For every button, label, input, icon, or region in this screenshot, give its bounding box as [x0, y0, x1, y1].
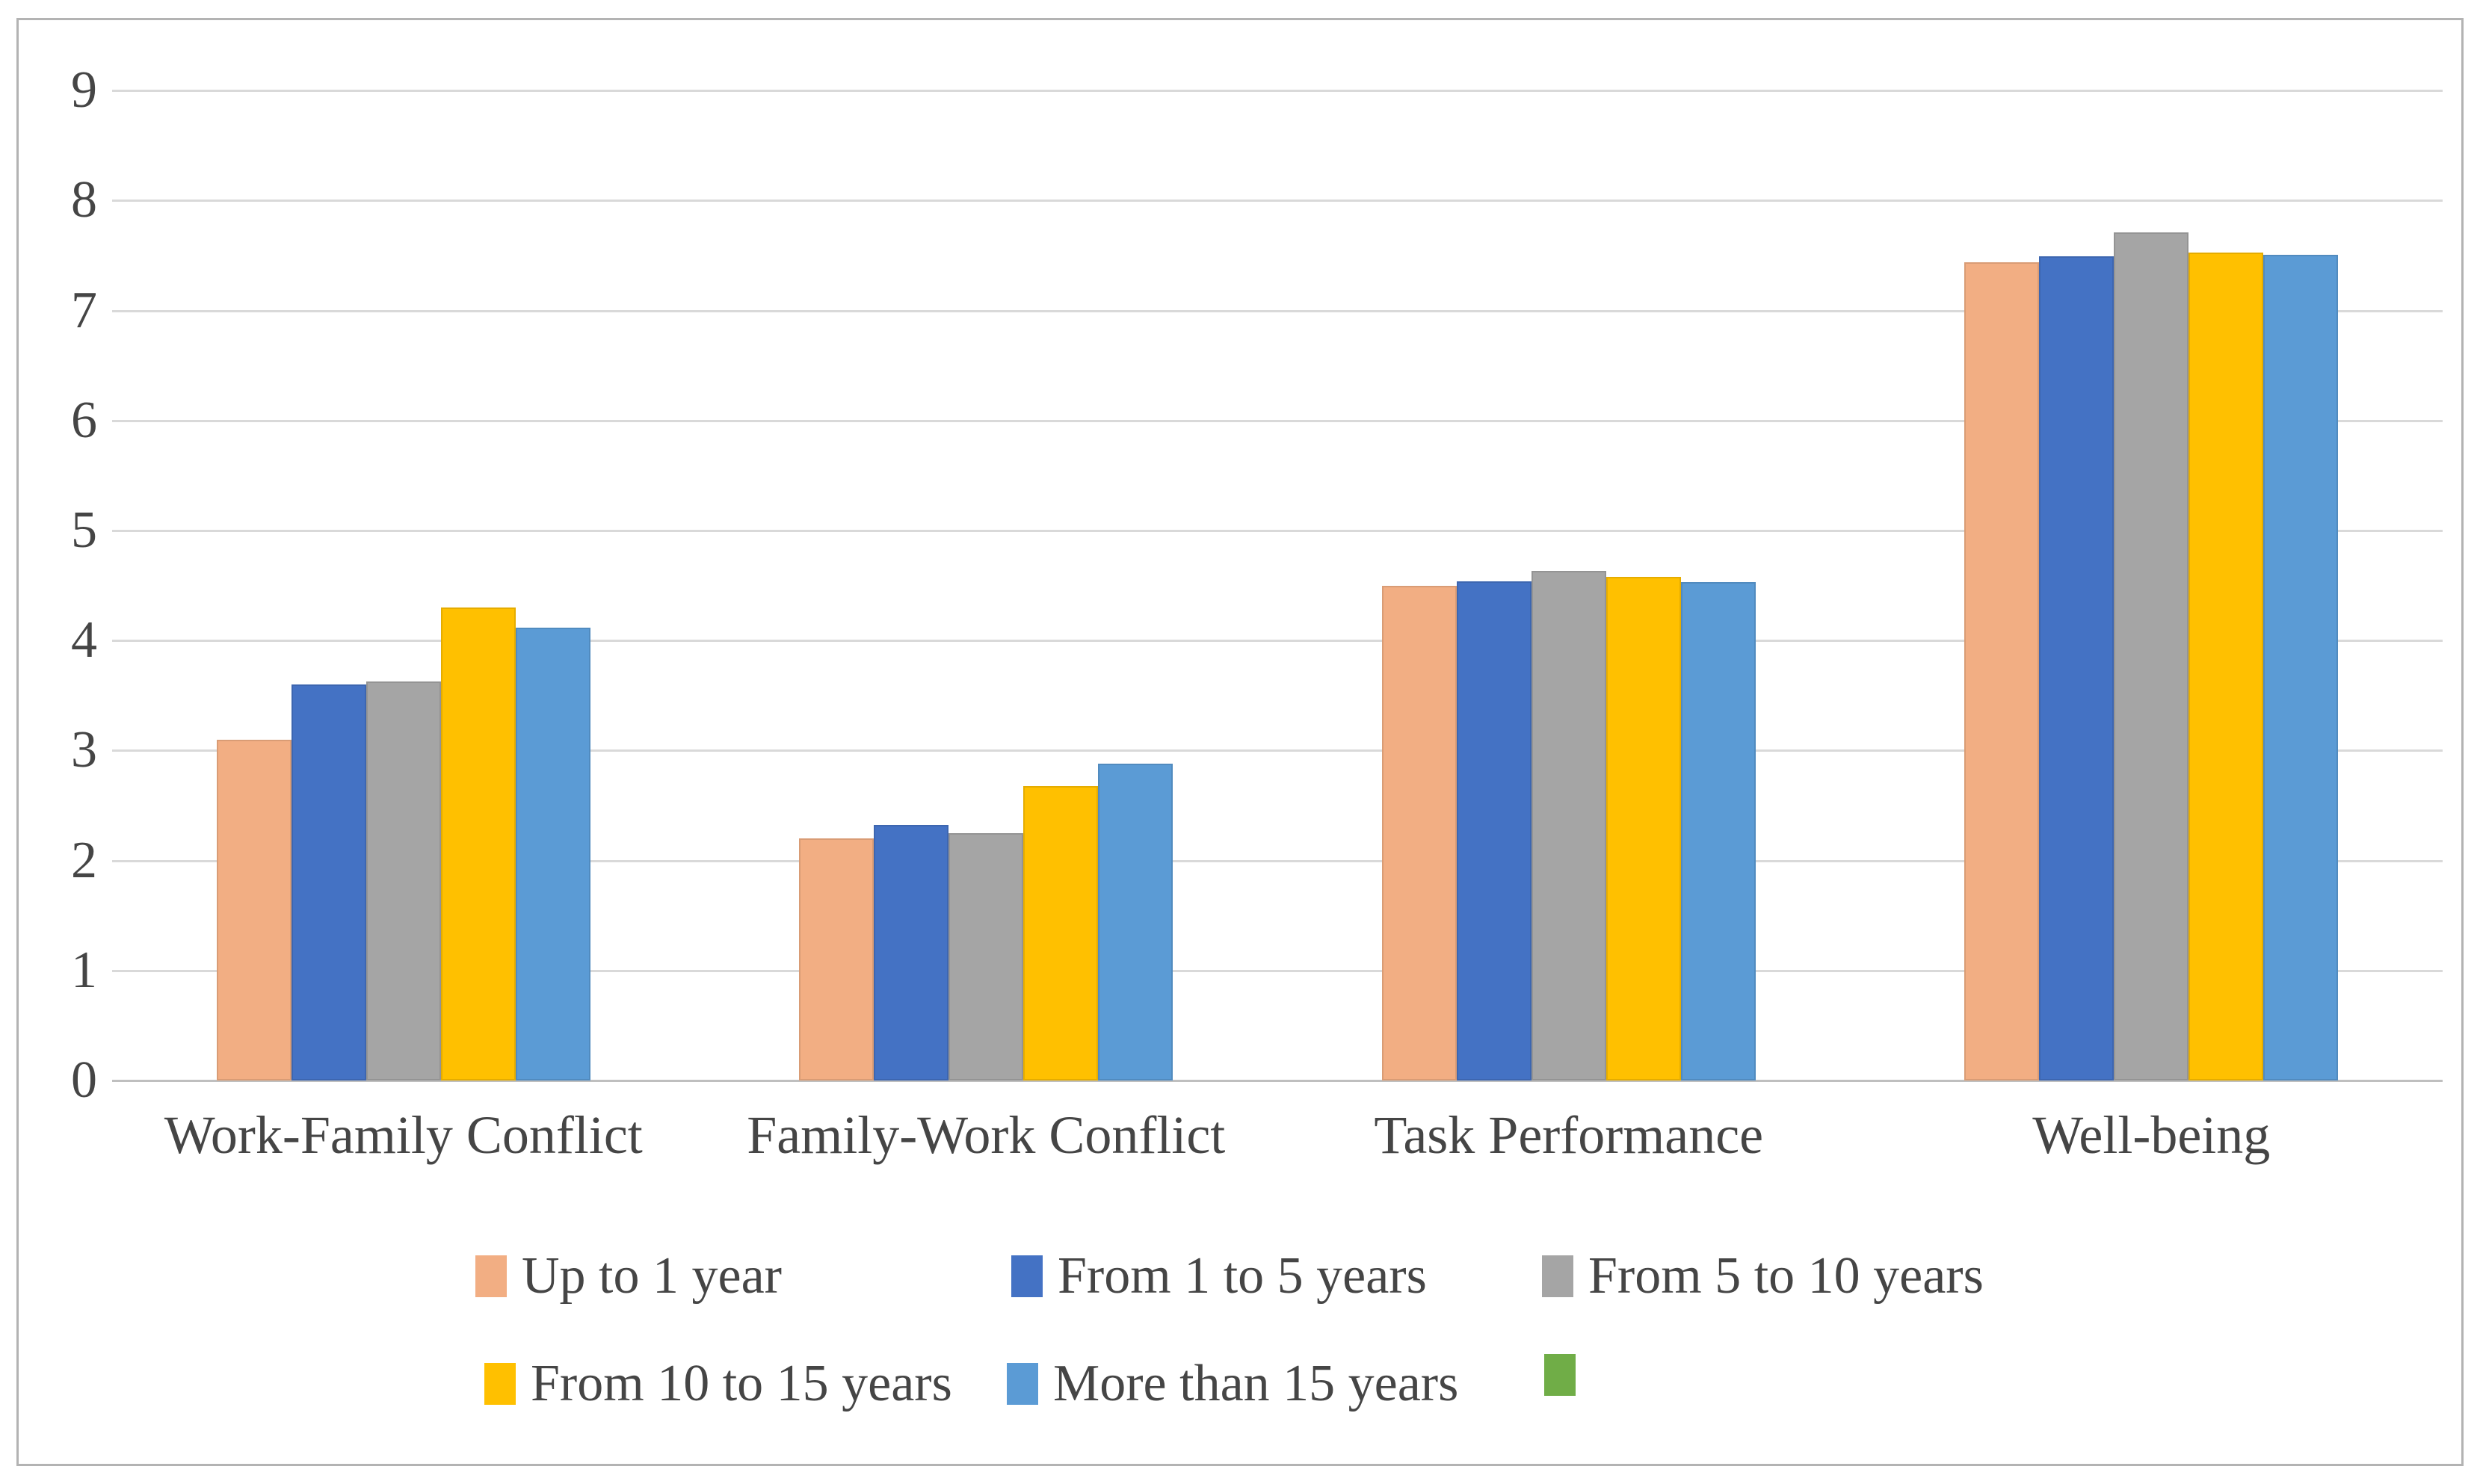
- bar-up-to-1-year: [799, 838, 875, 1080]
- bar-from-5-to-10-years: [948, 832, 1024, 1080]
- y-axis-tick-label: 7: [71, 281, 97, 339]
- y-axis-tick-label: 0: [71, 1051, 97, 1109]
- bar-from-10-to-15-years: [1023, 785, 1099, 1080]
- category-label: Family-Work Conflict: [747, 1105, 1226, 1165]
- bar-from-10-to-15-years: [2188, 252, 2264, 1080]
- legend-swatch-icon: [1011, 1255, 1043, 1297]
- gridline-y5: [112, 530, 2443, 532]
- legend-swatch-icon: [1542, 1255, 1573, 1297]
- legend-label: From 5 to 10 years: [1588, 1247, 1984, 1305]
- legend-label: From 1 to 5 years: [1058, 1247, 1427, 1305]
- legend-label: From 10 to 15 years: [531, 1355, 952, 1412]
- bar-from-10-to-15-years: [1605, 576, 1681, 1080]
- legend-label: Up to 1 year: [522, 1247, 782, 1305]
- gridline-y7: [112, 309, 2443, 312]
- gridline-y1: [112, 969, 2443, 972]
- gridline-y8: [112, 200, 2443, 202]
- legend-item-more-than-15-years: More than 15 years: [1007, 1354, 1458, 1414]
- bar-from-5-to-10-years: [1531, 571, 1606, 1080]
- y-axis-tick-label: 4: [71, 611, 97, 670]
- bar-more-than-15-years: [515, 627, 590, 1080]
- legend-item-from-10-to-15-years: From 10 to 15 years: [484, 1354, 952, 1414]
- bar-from-1-to-5-years: [2039, 256, 2115, 1080]
- gridline-y4: [112, 640, 2443, 643]
- y-axis-tick-label: 5: [71, 501, 97, 559]
- bar-from-1-to-5-years: [291, 684, 366, 1080]
- legend-item-empty: [1544, 1354, 1576, 1396]
- y-axis-tick-label: 1: [71, 941, 97, 999]
- gridline-y6: [112, 419, 2443, 422]
- legend-label: More than 15 years: [1053, 1355, 1459, 1412]
- bar-from-10-to-15-years: [440, 607, 516, 1080]
- bar-more-than-15-years: [2263, 254, 2339, 1080]
- y-axis-tick-label: 9: [71, 61, 97, 120]
- gridline-y0: [112, 1080, 2443, 1082]
- gridline-y3: [112, 749, 2443, 752]
- bar-up-to-1-year: [1381, 585, 1457, 1080]
- legend-swatch-icon: [1544, 1354, 1576, 1396]
- category-label: Work-Family Conflict: [164, 1105, 643, 1165]
- legend-item-from-5-to-10-years: From 5 to 10 years: [1542, 1246, 1984, 1306]
- y-axis-tick-label: 6: [71, 391, 97, 449]
- y-axis-tick-label: 3: [71, 721, 97, 779]
- legend-item-up-to-1-year: Up to 1 year: [475, 1246, 782, 1306]
- y-axis-tick-label: 2: [71, 831, 97, 889]
- bar-from-1-to-5-years: [874, 825, 949, 1080]
- bar-up-to-1-year: [1964, 262, 2040, 1080]
- bar-more-than-15-years: [1680, 582, 1756, 1080]
- bar-from-1-to-5-years: [1456, 581, 1532, 1080]
- legend-swatch-icon: [484, 1363, 516, 1405]
- legend-swatch-icon: [1007, 1363, 1038, 1405]
- gridline-y9: [112, 90, 2443, 93]
- bar-from-5-to-10-years: [2114, 232, 2189, 1080]
- y-axis-tick-label: 8: [71, 171, 97, 229]
- bar-from-5-to-10-years: [365, 681, 441, 1080]
- bar-up-to-1-year: [216, 739, 292, 1080]
- bar-more-than-15-years: [1098, 764, 1173, 1080]
- category-label: Well-being: [2032, 1105, 2271, 1165]
- legend-item-from-1-to-5-years: From 1 to 5 years: [1011, 1246, 1427, 1306]
- legend-swatch-icon: [475, 1255, 507, 1297]
- gridline-y2: [112, 859, 2443, 862]
- category-label: Task Performance: [1374, 1105, 1764, 1165]
